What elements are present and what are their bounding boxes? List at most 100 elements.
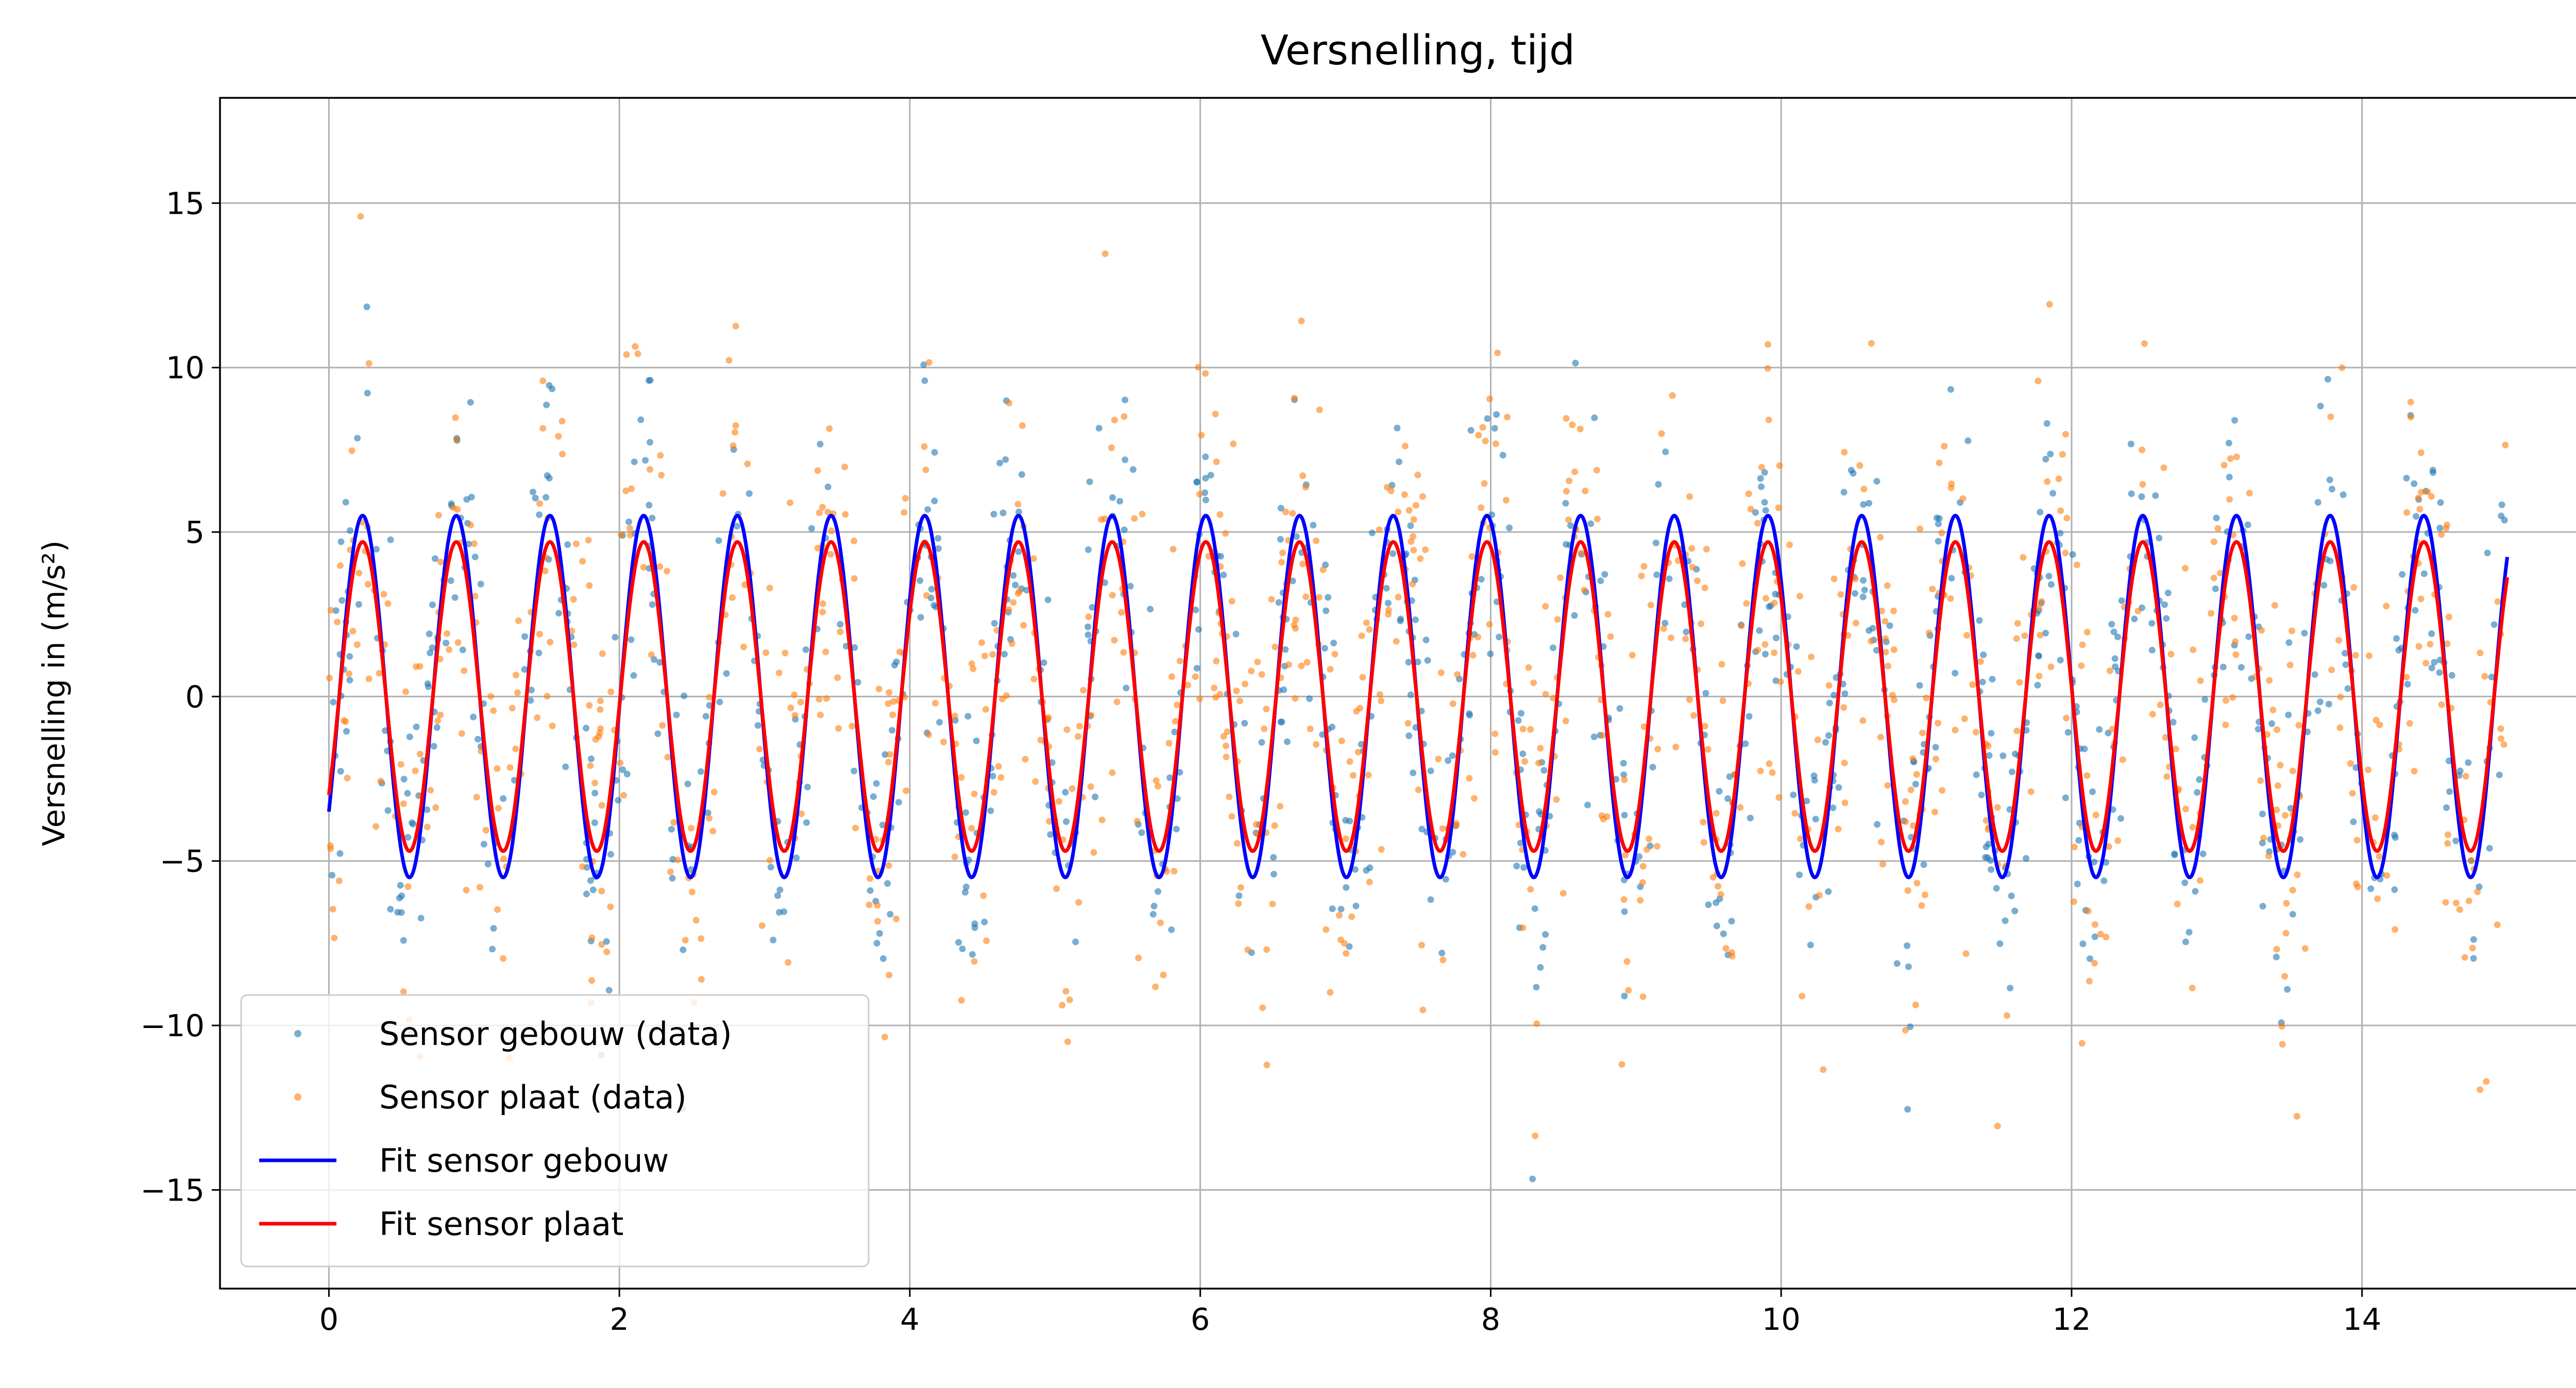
scatter-point <box>2216 570 2224 577</box>
scatter-point <box>1270 854 1277 861</box>
scatter-point <box>1868 638 1875 645</box>
scatter-point <box>1921 892 1928 898</box>
scatter-point <box>1820 1066 1827 1073</box>
scatter-point <box>1338 738 1345 744</box>
scatter-point <box>1157 919 1164 927</box>
scatter-point <box>607 851 614 858</box>
scatter-point <box>1996 940 2004 947</box>
scatter-point <box>2027 788 2035 795</box>
scatter-point <box>1453 820 1460 827</box>
scatter-point <box>1756 627 1763 634</box>
scatter-point <box>2436 669 2443 676</box>
scatter-point <box>2045 573 2053 580</box>
scatter-point <box>2226 473 2233 481</box>
scatter-point <box>1812 815 1819 822</box>
scatter-point <box>365 360 372 367</box>
scatter-point <box>1005 606 1012 613</box>
scatter-point <box>2477 1086 2484 1093</box>
scatter-point <box>2465 759 2472 766</box>
scatter-point <box>2328 486 2335 493</box>
scatter-point <box>1598 812 1605 819</box>
scatter-point <box>330 698 337 706</box>
scatter-point <box>2311 671 2318 678</box>
scatter-point <box>980 892 987 899</box>
scatter-point <box>568 627 575 635</box>
scatter-point <box>423 824 431 831</box>
scatter-point <box>2112 663 2119 670</box>
scatter-point <box>2294 871 2301 878</box>
scatter-point <box>1170 545 1177 553</box>
scatter-point <box>1653 571 1660 578</box>
scatter-point <box>1873 477 1880 485</box>
scatter-point <box>1108 444 1115 451</box>
scatter-point <box>327 607 334 614</box>
scatter-point <box>2260 834 2267 842</box>
scatter-point <box>2189 824 2196 831</box>
scatter-point <box>607 688 615 695</box>
scatter-point <box>1662 448 1669 455</box>
scatter-point <box>1521 758 1528 765</box>
scatter-point <box>1988 866 1995 873</box>
scatter-point <box>1242 680 1248 688</box>
scatter-point <box>2020 554 2027 561</box>
scatter-point <box>640 563 647 571</box>
scatter-point <box>884 880 891 887</box>
scatter-point <box>837 621 844 628</box>
scatter-point <box>1939 787 1946 794</box>
scatter-point <box>1560 890 1567 897</box>
scatter-point <box>2108 621 2115 628</box>
scatter-point <box>995 763 1002 770</box>
scatter-point <box>756 745 763 752</box>
scatter-point <box>1460 851 1467 858</box>
scatter-point <box>2075 837 2082 844</box>
scatter-point <box>1232 630 1240 638</box>
scatter-point <box>925 731 932 739</box>
scatter-point <box>1877 534 1884 541</box>
scatter-point <box>1952 727 1959 733</box>
scatter-point <box>2273 946 2280 953</box>
scatter-point <box>1410 769 1417 777</box>
scatter-point <box>1479 424 1486 431</box>
scatter-point <box>2148 620 2156 627</box>
scatter-point <box>480 841 487 848</box>
scatter-point <box>1467 427 1475 434</box>
scatter-point <box>373 545 380 553</box>
scatter-point <box>776 886 784 894</box>
scatter-point <box>776 909 783 916</box>
scatter-point <box>688 888 696 896</box>
scatter-point <box>2221 461 2228 469</box>
scatter-point <box>744 460 751 468</box>
scatter-point <box>1913 880 1921 887</box>
scatter-point <box>1299 472 1307 479</box>
scatter-point <box>1761 499 1768 506</box>
scatter-point <box>1449 700 1456 707</box>
scatter-point <box>1907 786 1914 794</box>
scatter-point <box>1487 650 1494 657</box>
scatter-point <box>2042 629 2049 637</box>
scatter-point <box>1567 522 1574 529</box>
scatter-point <box>435 511 442 519</box>
scatter-point <box>2455 772 2463 779</box>
chart-title: Versnelling, tijd <box>1261 27 1575 74</box>
scatter-point <box>1554 616 1561 623</box>
scatter-point <box>363 303 370 311</box>
scatter-point <box>879 955 887 962</box>
scatter-point <box>804 783 811 791</box>
scatter-point <box>500 795 507 802</box>
scatter-point <box>978 639 986 646</box>
scatter-point <box>2391 886 2398 893</box>
scatter-point <box>766 585 773 592</box>
scatter-point <box>617 759 624 766</box>
scatter-point <box>1224 728 1231 735</box>
scatter-point <box>2383 603 2390 610</box>
scatter-point <box>1438 949 1446 956</box>
scatter-point <box>1409 580 1416 588</box>
scatter-point <box>1298 662 1305 670</box>
scatter-point <box>535 649 543 657</box>
scatter-point <box>1228 813 1235 820</box>
scatter-point <box>1621 992 1628 1000</box>
scatter-point <box>612 633 619 641</box>
scatter-point <box>349 627 357 635</box>
scatter-point <box>1284 738 1291 745</box>
scatter-point <box>1090 849 1097 856</box>
